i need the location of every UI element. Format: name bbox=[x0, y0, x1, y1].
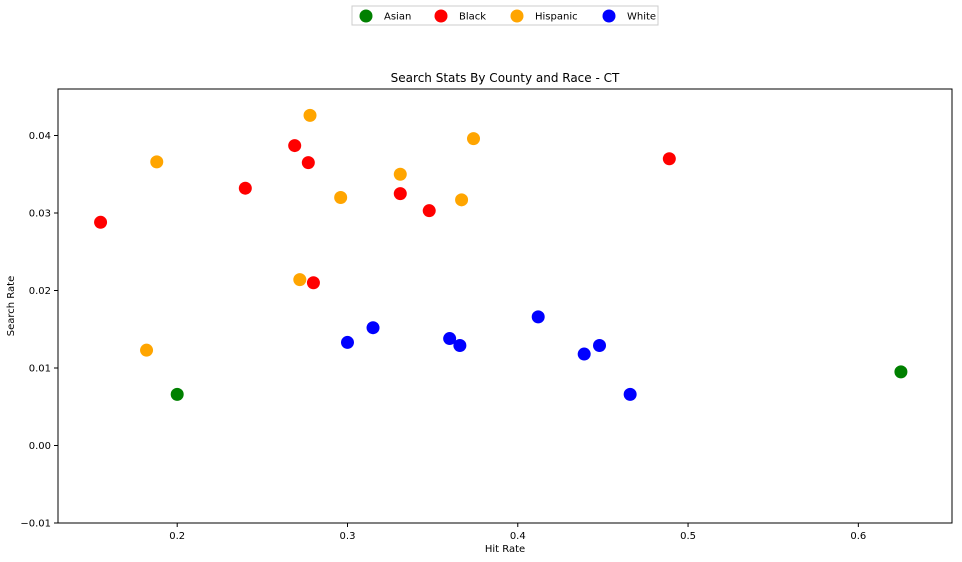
data-point-black bbox=[306, 276, 320, 290]
x-tick-label: 0.5 bbox=[680, 531, 696, 542]
data-point-hispanic bbox=[303, 108, 317, 122]
x-tick-label: 0.3 bbox=[340, 531, 356, 542]
axes: 0.2 0.3 0.4 0.5 0.6 −0.01 0.00 0.01 0.02 0.03 0.04 bbox=[20, 88, 953, 542]
data-point-white bbox=[531, 310, 545, 324]
data-point-hispanic bbox=[293, 273, 307, 287]
data-point-white bbox=[577, 347, 591, 361]
data-point-asian bbox=[170, 387, 184, 401]
data-point-hispanic bbox=[334, 191, 348, 204]
legend-label-black: Black bbox=[459, 12, 486, 23]
y-tick-label: 0.02 bbox=[29, 286, 51, 297]
x-tick-label: 0.2 bbox=[169, 531, 185, 542]
legend-marker-white bbox=[602, 9, 616, 23]
x-tick-label: 0.4 bbox=[510, 531, 526, 542]
data-point-hispanic bbox=[393, 167, 407, 181]
chart-title: Search Stats By County and Race - CT bbox=[391, 71, 620, 85]
y-tick-label: −0.01 bbox=[20, 519, 51, 530]
x-tick-label: 0.6 bbox=[850, 531, 866, 542]
legend-marker-asian bbox=[359, 9, 373, 23]
y-axis-label: Search Rate bbox=[6, 276, 17, 336]
y-tick-label: 0.01 bbox=[29, 364, 51, 375]
data-point-white bbox=[453, 339, 467, 353]
data-point-white bbox=[443, 332, 457, 346]
legend-marker-hispanic bbox=[510, 9, 524, 23]
legend-label-asian: Asian bbox=[384, 12, 411, 23]
data-point-hispanic bbox=[150, 155, 164, 169]
data-point-black bbox=[301, 156, 315, 170]
data-point-hispanic bbox=[466, 132, 480, 146]
data-point-black bbox=[393, 187, 407, 201]
data-point-black bbox=[238, 181, 252, 195]
legend-frame bbox=[351, 5, 659, 26]
legend-label-hispanic: Hispanic bbox=[535, 12, 578, 23]
x-axis-label: Hit Rate bbox=[485, 544, 525, 555]
data-points bbox=[94, 108, 908, 401]
y-tick-label: 0.00 bbox=[29, 441, 51, 452]
y-tick-label: 0.03 bbox=[29, 209, 51, 220]
data-point-black bbox=[662, 152, 676, 166]
data-point-hispanic bbox=[140, 343, 154, 357]
data-point-asian bbox=[894, 365, 908, 379]
data-point-white bbox=[623, 387, 637, 401]
data-point-black bbox=[288, 139, 302, 153]
plot-frame bbox=[57, 88, 953, 524]
data-point-black bbox=[94, 215, 108, 229]
y-tick-label: 0.04 bbox=[29, 131, 51, 142]
data-point-black bbox=[422, 204, 436, 218]
data-point-white bbox=[366, 321, 380, 335]
data-point-white bbox=[340, 335, 354, 349]
data-point-white bbox=[593, 339, 607, 353]
legend-label-white: White bbox=[627, 12, 656, 23]
legend: Asian Black Hispanic White bbox=[351, 5, 659, 26]
legend-marker-black bbox=[434, 9, 448, 23]
data-point-hispanic bbox=[455, 193, 469, 207]
